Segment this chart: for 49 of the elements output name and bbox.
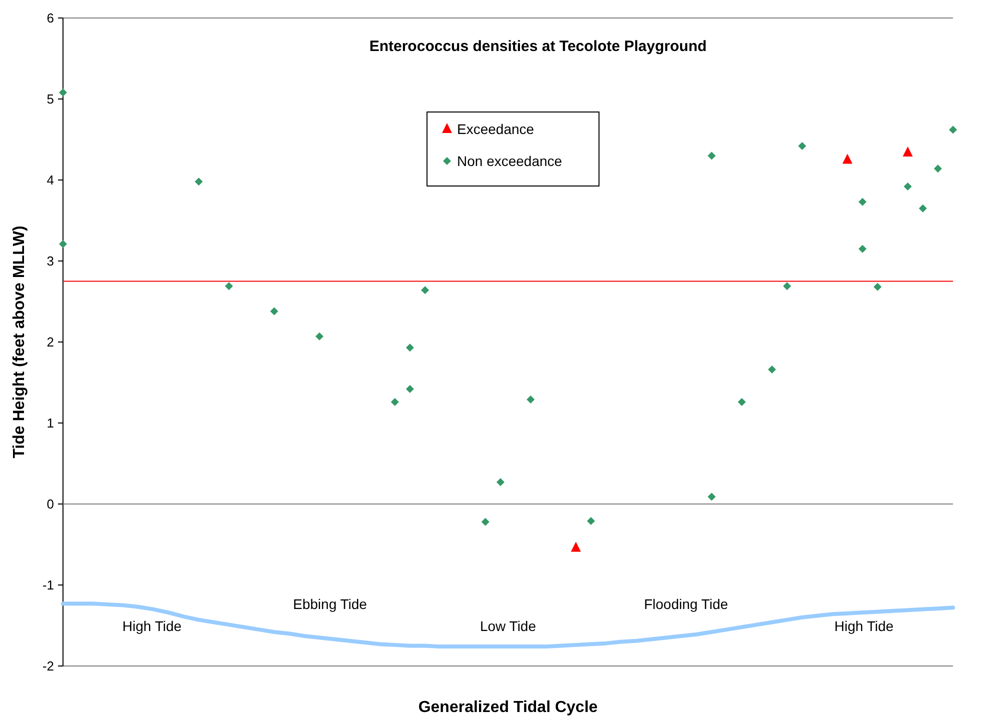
- annotation: Ebbing Tide: [293, 596, 368, 612]
- point: [390, 398, 399, 406]
- text: Enterococcus densities at Tecolote Playground: [369, 38, 707, 55]
- y-tick-label: -2: [42, 658, 54, 674]
- y-tick-label: 5: [46, 92, 54, 107]
- point: [270, 307, 278, 316]
- point: [904, 182, 912, 190]
- y-tick-label: 2: [46, 334, 54, 350]
- point: [783, 282, 792, 290]
- point: [708, 492, 716, 501]
- point: [224, 282, 233, 290]
- y-tick-label: 3: [46, 254, 54, 269]
- point: [421, 286, 430, 294]
- point: [526, 396, 535, 404]
- point: [194, 178, 203, 186]
- point: [496, 478, 504, 486]
- annotation: High Tide: [122, 618, 182, 634]
- y-tick-label: 4: [46, 172, 54, 188]
- point: [59, 240, 67, 248]
- annotation: High Tide: [834, 618, 894, 634]
- point: [874, 282, 882, 291]
- point: [858, 244, 866, 253]
- point: [406, 384, 414, 393]
- y-tick-label: 6: [46, 10, 54, 26]
- point: [768, 366, 776, 374]
- y-tick-label: 1: [46, 416, 54, 431]
- point: [918, 204, 927, 212]
- point: [481, 518, 490, 526]
- y-tick-label: 0: [46, 496, 54, 512]
- point: [738, 398, 746, 406]
- point: [858, 198, 866, 206]
- legend-label: Exceedance: [457, 120, 534, 137]
- point: [798, 142, 806, 150]
- point: [949, 126, 957, 134]
- point: [570, 542, 581, 552]
- y-tick-label: -1: [42, 578, 54, 593]
- point: [406, 344, 414, 352]
- point: [902, 146, 913, 156]
- annotation: Flooding Tide: [644, 596, 728, 612]
- legend-label: Non exceedance: [457, 152, 562, 169]
- x-axis-title: Generalized Tidal Cycle: [418, 699, 598, 716]
- annotation: Low Tide: [480, 618, 536, 634]
- point: [708, 152, 716, 160]
- point: [934, 164, 942, 173]
- point: [842, 154, 852, 164]
- point: [59, 88, 67, 97]
- point: [315, 332, 324, 340]
- y-axis-title: Tide Height (feet above MLLW): [11, 226, 28, 458]
- point: [586, 517, 595, 526]
